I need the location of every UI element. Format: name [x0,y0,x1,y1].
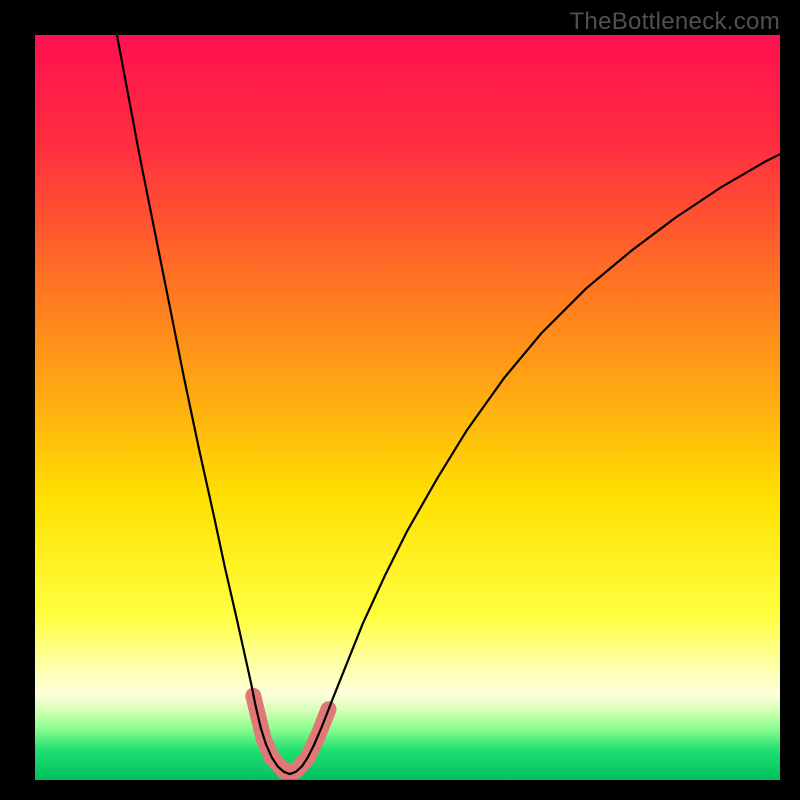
gradient-background [35,35,780,780]
bottleneck-chart [35,35,780,780]
chart-root: TheBottleneck.com [0,0,800,800]
watermark-text: TheBottleneck.com [569,8,780,36]
